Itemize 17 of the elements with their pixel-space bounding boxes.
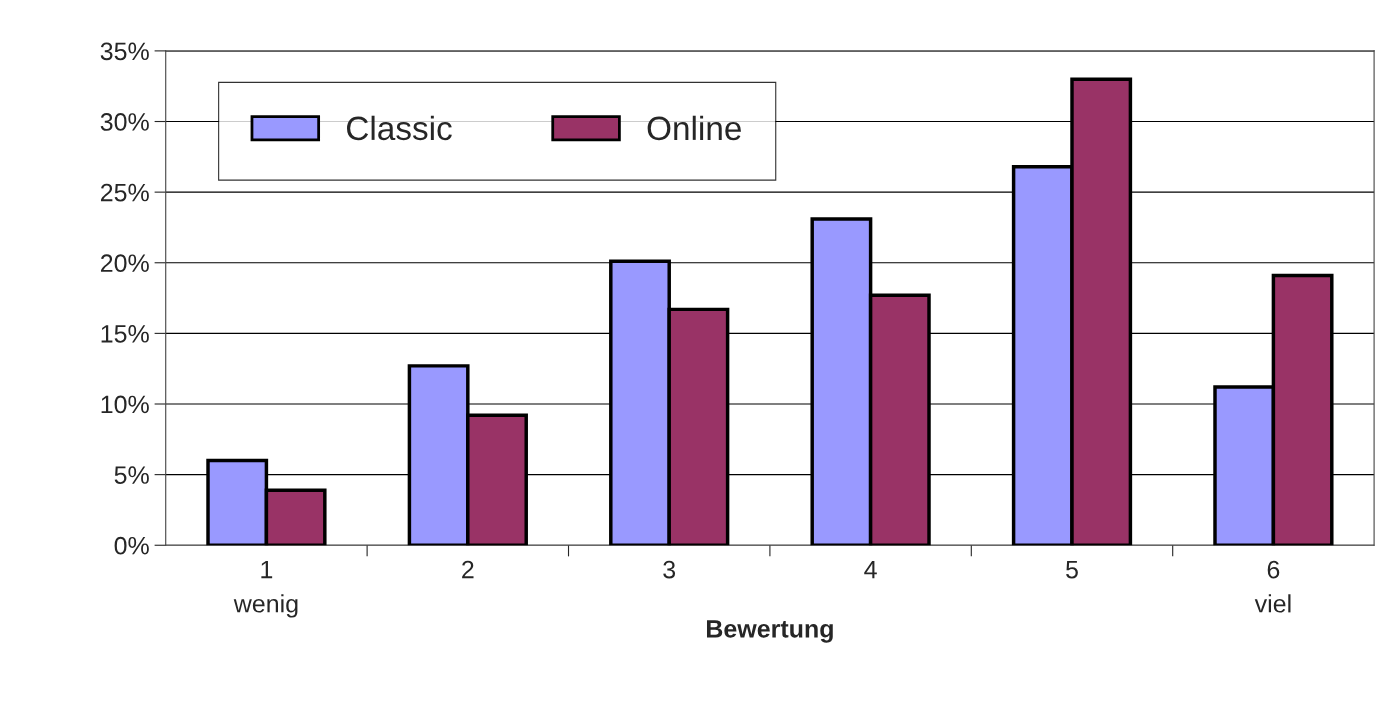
y-tick-label: 10% (101, 395, 149, 414)
x-tick-label: 3 (663, 560, 676, 579)
y-tick-label: 25% (100, 183, 149, 202)
y-tick-label: 5% (114, 466, 149, 484)
x-tick-label: 6 viel (1254, 560, 1291, 613)
y-tick-label: 35% (100, 42, 149, 61)
legend-label: Online (647, 115, 741, 141)
x-axis-title: Bewertung (707, 620, 833, 643)
x-tick-label: 5 (1066, 561, 1078, 579)
y-tick-label: 30% (100, 113, 149, 131)
legend-label: Classic (347, 115, 452, 141)
x-tick-label: 4 (864, 561, 877, 579)
y-tick-label: 0% (114, 536, 149, 555)
x-tick-label: 2 (462, 560, 474, 579)
y-tick-label: 20% (100, 254, 149, 273)
x-tick-label: 1 wenig (233, 561, 298, 618)
y-tick-label: 15% (101, 325, 149, 343)
